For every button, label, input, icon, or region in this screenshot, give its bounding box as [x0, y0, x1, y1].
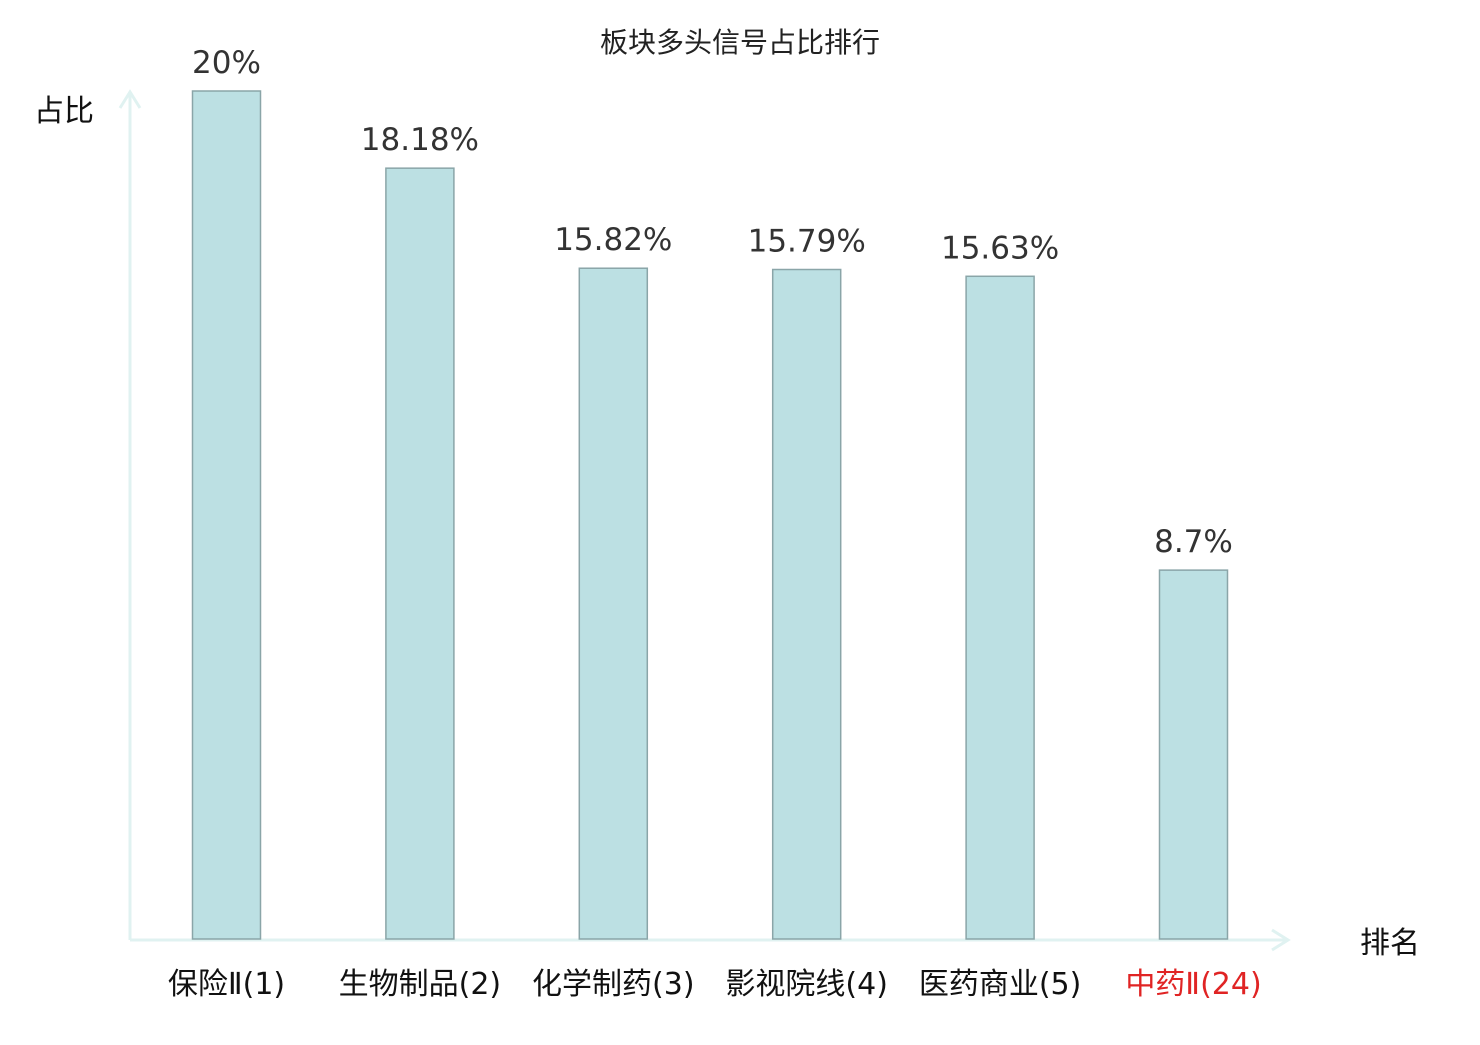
category-labels-group: 保险Ⅱ(1) 生物制品(2) 化学制药(3) 影视院线(4) 医药商业(5) 中药Ⅱ(24…: [168, 967, 1262, 1002]
value-label-5: 15.63%: [941, 230, 1059, 266]
category-label-1: 保险Ⅱ(1): [168, 967, 285, 1002]
axes: [118, 89, 1291, 952]
x-axis-arrow: [1271, 928, 1291, 952]
value-label-1: 20%: [192, 45, 261, 81]
bar-3: [578, 267, 649, 940]
y-axis-arrow: [118, 89, 142, 109]
chart-title: 板块多头信号占比排行: [600, 26, 880, 59]
category-label-5: 医药商业(5): [919, 967, 1082, 1002]
value-label-4: 15.79%: [748, 224, 866, 260]
category-label-4: 影视院线(4): [725, 967, 888, 1002]
x-axis-label: 排名: [1360, 926, 1420, 961]
value-labels-group: 20% 18.18% 15.82% 15.79% 15.63% 8.7%: [192, 45, 1233, 560]
value-label-2: 18.18%: [361, 122, 479, 158]
bar-2: [385, 167, 455, 940]
value-label-3: 15.82%: [554, 222, 672, 258]
bars-group: [191, 90, 1229, 940]
category-label-6: 中药Ⅱ(24): [1125, 967, 1261, 1002]
bar-4: [771, 268, 842, 940]
y-axis-label: 占比: [34, 94, 94, 129]
bar-6: [1158, 569, 1229, 940]
value-label-6: 8.7%: [1154, 524, 1233, 560]
bar-5: [965, 275, 1035, 940]
category-label-2: 生物制品(2): [339, 967, 502, 1002]
category-label-3: 化学制药(3): [532, 967, 695, 1002]
bar-1: [191, 90, 262, 940]
